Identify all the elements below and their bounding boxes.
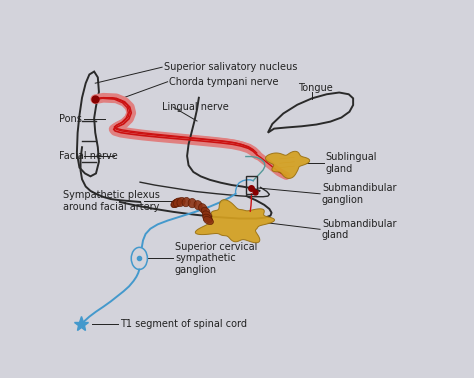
Ellipse shape xyxy=(173,198,182,207)
Text: Lingual nerve: Lingual nerve xyxy=(162,102,229,112)
Text: Facial nerve: Facial nerve xyxy=(59,151,118,161)
Ellipse shape xyxy=(182,197,190,207)
Text: Superior salivatory nucleus: Superior salivatory nucleus xyxy=(164,62,297,72)
Text: Chorda tympani nerve: Chorda tympani nerve xyxy=(169,77,279,87)
Text: Sympathetic plexus
around facial artery: Sympathetic plexus around facial artery xyxy=(63,190,160,212)
Ellipse shape xyxy=(177,197,185,206)
Ellipse shape xyxy=(199,204,207,213)
Polygon shape xyxy=(195,200,274,243)
Bar xyxy=(246,176,257,194)
Polygon shape xyxy=(265,151,310,178)
Ellipse shape xyxy=(202,211,211,220)
Ellipse shape xyxy=(188,198,196,208)
Text: T1 segment of spinal cord: T1 segment of spinal cord xyxy=(120,319,247,329)
Text: Superior cervical
sympathetic
ganglion: Superior cervical sympathetic ganglion xyxy=(175,242,257,275)
Ellipse shape xyxy=(171,199,180,208)
Ellipse shape xyxy=(203,217,213,225)
Text: Tongue: Tongue xyxy=(298,82,333,93)
Ellipse shape xyxy=(172,199,181,208)
Text: Submandibular
ganglion: Submandibular ganglion xyxy=(322,183,396,204)
Text: Submandibular
gland: Submandibular gland xyxy=(322,218,396,240)
Text: Sublingual
gland: Sublingual gland xyxy=(326,152,377,174)
Ellipse shape xyxy=(201,207,210,216)
Ellipse shape xyxy=(203,214,212,222)
Ellipse shape xyxy=(194,201,202,210)
Text: Pons: Pons xyxy=(59,114,82,124)
